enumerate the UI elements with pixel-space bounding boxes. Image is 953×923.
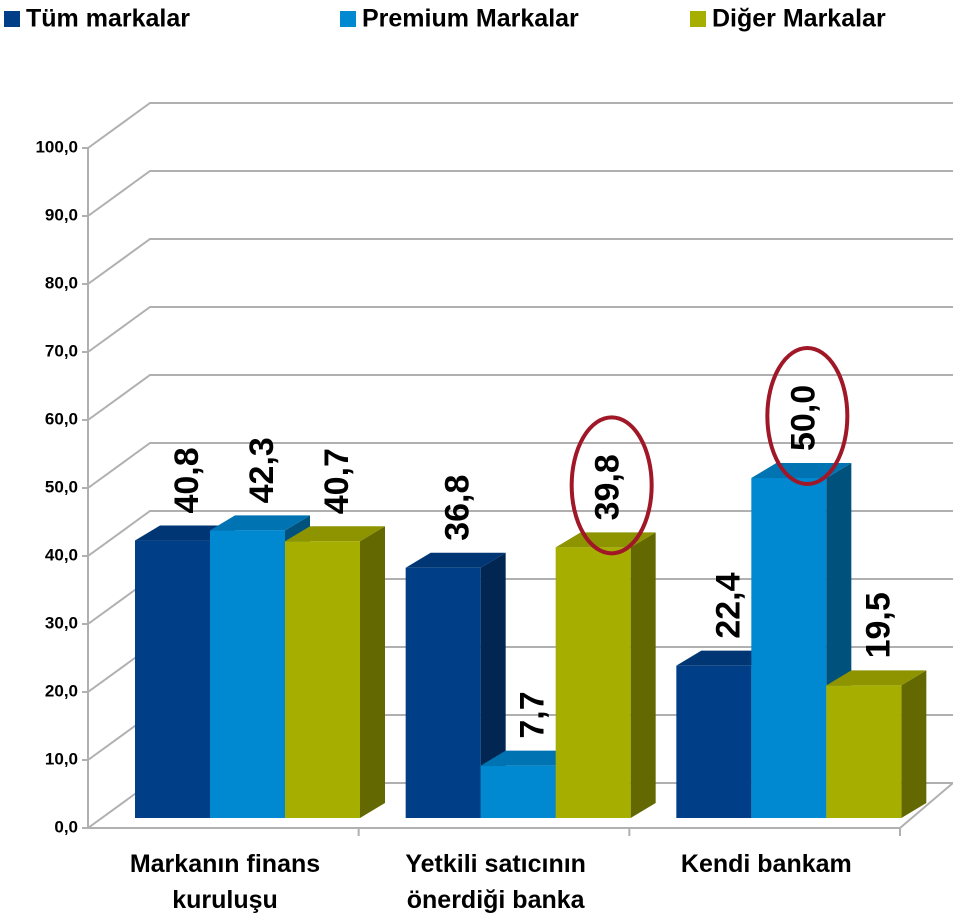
grid-line [87, 374, 953, 421]
bar-side [901, 670, 927, 818]
data-label: 7,7 [514, 691, 552, 738]
data-label: 42,3 [243, 437, 281, 503]
x-label-box: Markanın finans kuruluşu [129, 850, 321, 914]
y-tick-label: 40,0 [45, 545, 78, 564]
bar-side [480, 552, 506, 818]
bar-top [405, 552, 506, 568]
legend-label: Premium Markalar [362, 5, 579, 33]
bar [555, 547, 631, 818]
bar [285, 541, 360, 818]
data-label: 50,0 [784, 385, 822, 451]
y-tick-label: 20,0 [45, 681, 78, 700]
bar [826, 685, 902, 818]
x-tick-label: Kendi bankam [680, 850, 852, 878]
y-tick-label: 10,0 [45, 749, 78, 768]
highlight-circle [765, 346, 850, 486]
legend-swatch [690, 11, 706, 27]
bar [480, 765, 556, 818]
y-tick-label: 90,0 [45, 205, 78, 224]
data-label: 19,5 [859, 592, 897, 658]
data-label: 22,4 [709, 572, 747, 638]
data-label: 40,8 [168, 447, 206, 513]
grid-line [87, 510, 953, 557]
legend-swatch [340, 11, 356, 27]
bar-top [826, 670, 927, 686]
x-label-box: Yetkili satıcının önerdiği banka [405, 850, 586, 914]
legend-label: Tüm markalar [26, 5, 190, 33]
data-label: 40,7 [318, 448, 356, 514]
data-label: 36,8 [439, 475, 477, 541]
x-tick-label: Markanın finans kuruluşu [129, 850, 321, 914]
highlight-circle [569, 415, 654, 556]
x-label-box: Kendi bankam [680, 850, 852, 878]
grid-line [87, 238, 953, 285]
grid-line [87, 442, 953, 489]
grid-line [87, 170, 953, 217]
y-tick-label: 80,0 [45, 273, 78, 292]
legend-label: Diğer Markalar [712, 5, 886, 33]
bar [405, 567, 481, 818]
y-tick-label: 70,0 [45, 341, 78, 360]
bar-side [360, 526, 385, 818]
y-tick-label: 100,0 [35, 137, 78, 156]
data-label: 39,8 [589, 454, 627, 520]
bar [751, 478, 827, 818]
grid-line [87, 102, 953, 149]
bar [676, 665, 752, 818]
y-tick-label: 50,0 [45, 477, 78, 496]
bar-top [210, 515, 310, 531]
grid-line [87, 306, 953, 353]
legend-swatch [4, 11, 20, 27]
x-tick-label: Yetkili satıcının önerdiği banka [405, 850, 586, 914]
y-tick-label: 30,0 [45, 613, 78, 632]
y-tick-label: 0,0 [54, 817, 78, 836]
bar-top [285, 526, 385, 542]
bar [135, 540, 210, 818]
y-tick-label: 60,0 [45, 409, 78, 428]
bar-side [630, 532, 656, 818]
bar [210, 530, 285, 818]
